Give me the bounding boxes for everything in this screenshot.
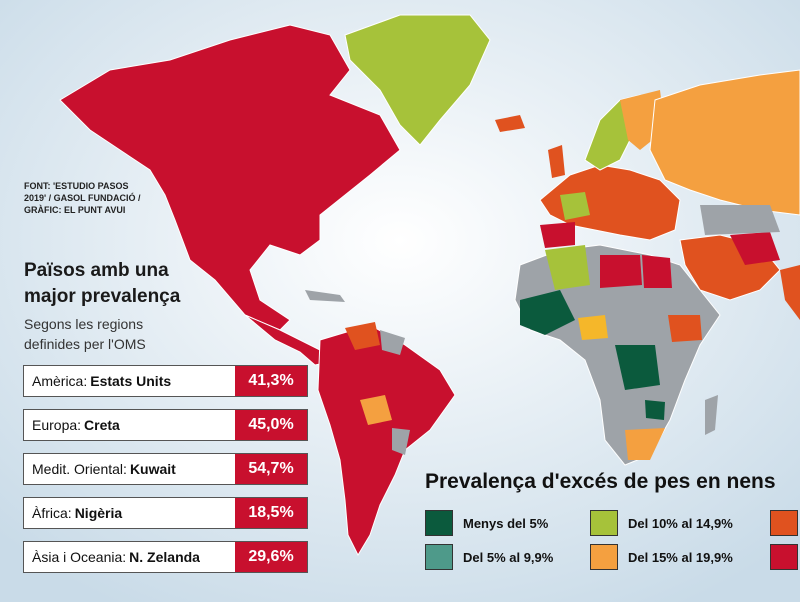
legend-item — [770, 544, 800, 570]
source-line: GRÀFIC: EL PUNT AVUI — [24, 205, 126, 215]
south-america — [317, 324, 456, 557]
country-name: Nigèria — [74, 505, 123, 521]
region-name: Medit. Oriental: — [32, 461, 127, 477]
ranking-row: Europa: Creta 45,0% — [23, 409, 308, 441]
south-africa — [625, 428, 665, 460]
nigeria — [578, 315, 608, 340]
madagascar — [705, 395, 718, 435]
prevalence-value: 29,6% — [235, 542, 307, 572]
legend-swatch — [425, 544, 453, 570]
iceland — [495, 115, 525, 132]
ranking-label: Àsia i Oceania: N. Zelanda — [24, 542, 235, 572]
legend-item: Del 15% al 19,9% — [590, 544, 733, 570]
legend-swatch — [590, 510, 618, 536]
region-name: Amèrica: — [32, 373, 88, 389]
greenland — [344, 14, 491, 146]
ranking-row: Àsia i Oceania: N. Zelanda 29,6% — [23, 541, 308, 573]
ranking-table: Amèrica: Estats Units 41,3% Europa: Cret… — [23, 365, 308, 585]
legend-label: Menys del 5% — [463, 515, 549, 531]
bolivia — [360, 395, 392, 425]
uk — [548, 145, 565, 178]
ethiopia — [668, 315, 702, 342]
ranking-label: Amèrica: Estats Units — [24, 366, 235, 396]
legend-label: Del 5% al 9,9% — [463, 549, 554, 565]
ranking-label: Àfrica: Nigèria — [24, 498, 235, 528]
panel-subtitle: Segons les regions definides per l'OMS — [24, 314, 244, 354]
region-name: Àsia i Oceania: — [32, 549, 127, 565]
legend-item: Del 10% al 14,9% — [590, 510, 733, 536]
east-africa-low — [645, 400, 665, 420]
ranking-label: Medit. Oriental: Kuwait — [24, 454, 235, 484]
panel-title-line: major prevalença — [24, 286, 181, 307]
panel-title: Països amb una major prevalença — [24, 258, 244, 310]
country-name: Kuwait — [129, 461, 176, 477]
caribbean — [305, 290, 345, 302]
ranking-row: Amèrica: Estats Units 41,3% — [23, 365, 308, 397]
legend-item: Del 5% al 9,9% — [425, 544, 553, 570]
panel-title-line: Països amb una — [24, 260, 169, 281]
congo — [615, 345, 660, 390]
legend-swatch — [770, 544, 798, 570]
egypt — [642, 255, 672, 288]
country-name: N. Zelanda — [129, 549, 200, 565]
prevalence-value: 41,3% — [235, 366, 307, 396]
france — [560, 192, 590, 220]
west-africa-low — [520, 290, 575, 335]
legend-swatch — [425, 510, 453, 536]
central-asia — [700, 205, 780, 235]
source-credit: FONT: 'ESTUDIO PASOS 2019' / GASOL FUNDA… — [24, 180, 164, 216]
prevalence-value: 54,7% — [235, 454, 307, 484]
ranking-row: Medit. Oriental: Kuwait 54,7% — [23, 453, 308, 485]
iberia — [540, 222, 575, 248]
legend-swatch — [590, 544, 618, 570]
country-name: Creta — [84, 417, 120, 433]
prevalence-value: 18,5% — [235, 498, 307, 528]
ranking-row: Àfrica: Nigèria 18,5% — [23, 497, 308, 529]
ranking-label: Europa: Creta — [24, 410, 235, 440]
source-line: 2019' / GASOL FUNDACIÓ / — [24, 193, 141, 203]
legend-swatch — [770, 510, 798, 536]
legend-item: Menys del 5% — [425, 510, 548, 536]
panel-subtitle-line: definides per l'OMS — [24, 336, 146, 352]
legend-item — [770, 510, 800, 536]
legend-label: Del 10% al 14,9% — [628, 515, 733, 531]
source-line: FONT: 'ESTUDIO PASOS — [24, 181, 129, 191]
india-edge — [780, 265, 800, 320]
prevalence-value: 45,0% — [235, 410, 307, 440]
paraguay — [392, 428, 410, 455]
north-america — [59, 24, 401, 331]
iran — [730, 232, 780, 265]
libya — [600, 255, 642, 288]
region-name: Europa: — [32, 417, 82, 433]
panel-subtitle-line: Segons les regions — [24, 316, 144, 332]
legend-label: Del 15% al 19,9% — [628, 549, 733, 565]
legend-title: Prevalença d'excés de pes en nens — [425, 470, 776, 493]
guyana — [380, 330, 405, 355]
algeria — [545, 245, 590, 290]
venezuela — [345, 322, 380, 350]
region-name: Àfrica: — [32, 505, 72, 521]
country-name: Estats Units — [90, 373, 172, 389]
